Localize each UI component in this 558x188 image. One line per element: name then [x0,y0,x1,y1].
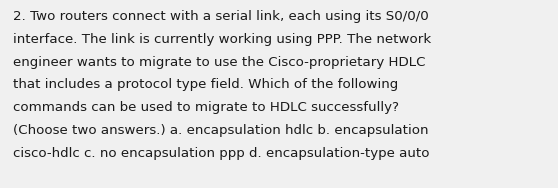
Text: commands can be used to migrate to HDLC successfully?: commands can be used to migrate to HDLC … [13,101,399,114]
Text: (Choose two answers.) a. encapsulation hdlc b. encapsulation: (Choose two answers.) a. encapsulation h… [13,124,429,137]
Text: 2. Two routers connect with a serial link, each using its S0/0/0: 2. Two routers connect with a serial lin… [13,10,429,23]
Text: cisco-hdlc c. no encapsulation ppp d. encapsulation-type auto: cisco-hdlc c. no encapsulation ppp d. en… [13,147,430,160]
Text: interface. The link is currently working using PPP. The network: interface. The link is currently working… [13,33,431,46]
Text: that includes a protocol type field. Which of the following: that includes a protocol type field. Whi… [13,78,398,91]
Text: engineer wants to migrate to use the Cisco-proprietary HDLC: engineer wants to migrate to use the Cis… [13,56,426,69]
